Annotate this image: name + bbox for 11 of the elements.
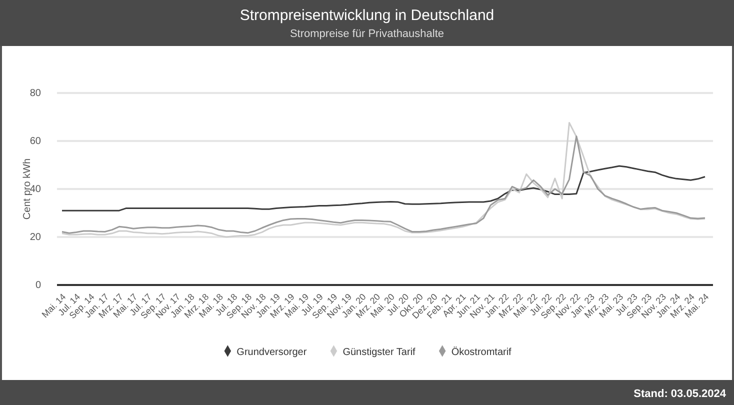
legend-label: Grundversorger	[236, 347, 308, 358]
chart-title: Strompreisentwicklung in Deutschland	[240, 7, 494, 24]
text: Stand: 03.05.2024	[634, 388, 727, 400]
y-tick-label: 0	[35, 280, 42, 292]
legend-label: Günstigster Tarif	[342, 347, 416, 358]
y-tick-label: 60	[30, 136, 42, 148]
legend-label: Ökostromtarif	[451, 346, 512, 358]
chart-subtitle: Strompreise für Privathaushalte	[290, 28, 444, 40]
line-series	[61, 165, 706, 212]
y-tick-label: 80	[30, 88, 42, 100]
y-tick-label: 20	[30, 232, 42, 244]
